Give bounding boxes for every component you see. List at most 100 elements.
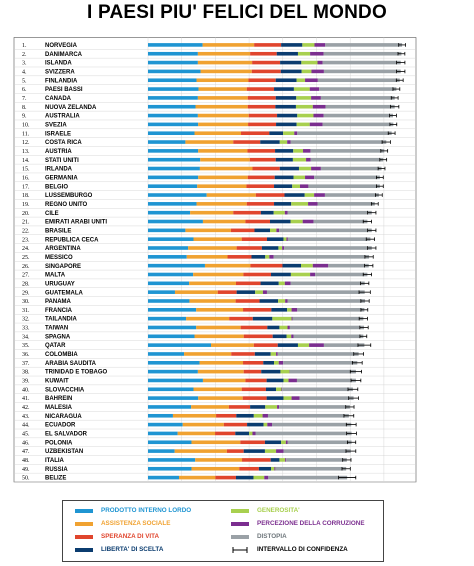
bar-segment-generosity — [287, 308, 292, 312]
bar-segment-corruption — [309, 122, 323, 127]
bar-segment-life — [243, 308, 272, 312]
bar-segment-corruption — [252, 431, 256, 436]
bar-segment-gdp — [148, 193, 207, 197]
confidence-interval — [396, 69, 406, 74]
country-label: SINGAPORE — [45, 264, 81, 270]
bar-segment-dystopia — [266, 290, 365, 294]
bar-segment-freedom — [270, 458, 280, 462]
country-label: TAIWAN — [45, 326, 68, 332]
bar-segment-gdp — [148, 131, 195, 136]
bar-segment-gdp — [148, 113, 198, 118]
bar-segment-dystopia — [315, 272, 368, 277]
rank-label: 39. — [22, 379, 30, 385]
country-labels: 1. NORVEGIA 2. DANIMARCA 3. ISLANDA 4. SVIZZERA… — [22, 43, 108, 482]
bar-segment-generosity — [274, 360, 279, 365]
rank-label: 25. — [22, 255, 30, 261]
bar-segment-life — [240, 325, 268, 330]
country-label: EL SALVADOR — [45, 432, 88, 438]
bar-segment-corruption — [278, 360, 284, 365]
bar-segment-gdp — [148, 210, 191, 215]
bar-segment-corruption — [308, 202, 318, 206]
bar-segment-social — [193, 272, 244, 277]
confidence-interval — [362, 272, 372, 277]
chart-title: I PAESI PIU' FELICI DEL MONDO — [87, 2, 387, 23]
bar-segment-social — [185, 140, 234, 144]
legend-item-corruption: PERCEZIONE DELLA CORRUZIONE — [231, 518, 365, 529]
bar-segment-gdp — [148, 166, 200, 171]
bar-segment-gdp — [148, 69, 201, 74]
legend-item-generosity: GENEROSITA' — [231, 505, 300, 516]
bar-segment-freedom — [236, 413, 254, 418]
bar-segment-generosity — [293, 175, 306, 180]
bar-segment-generosity — [281, 440, 286, 445]
rank-label: 17. — [22, 184, 30, 190]
legend-swatch — [75, 534, 93, 539]
rank-label: 9. — [22, 114, 27, 120]
bar-segment-social — [184, 352, 232, 356]
bar-segment-social — [196, 78, 249, 83]
country-label: REPUBLICA CECA — [45, 237, 99, 243]
bar-segment-life — [229, 316, 253, 321]
country-label: ITALIA — [45, 458, 65, 464]
bar-segment-social — [185, 228, 231, 233]
bar-segment-gdp — [148, 78, 197, 83]
bar-segment-generosity — [298, 166, 312, 171]
rank-label: 7. — [22, 96, 27, 102]
bar-segment-gdp — [148, 237, 194, 241]
country-label: AUSTRALIA — [45, 114, 80, 120]
rank-label: 35. — [22, 343, 30, 349]
country-label: COLOMBIA — [45, 352, 78, 358]
bar-segment-freedom — [274, 184, 293, 188]
bar-segment-social — [179, 475, 216, 480]
grid-layer — [13, 37, 417, 483]
bar-segment-dystopia — [310, 157, 384, 162]
bar-segment-social — [188, 246, 237, 250]
confidence-interval — [395, 78, 404, 83]
bar-segment-dystopia — [287, 299, 366, 303]
bar-segment-generosity — [276, 387, 282, 392]
rank-label: 27. — [22, 273, 30, 279]
legend-swatch — [231, 534, 249, 539]
bar-segment-generosity — [269, 228, 277, 233]
bar-segment-generosity — [270, 352, 277, 356]
bar-segment-life — [252, 166, 280, 171]
confidence-interval — [347, 387, 359, 392]
bar-segment-gdp — [148, 396, 199, 400]
bar-segment-freedom — [277, 113, 298, 118]
country-label: NUOVA ZELANDA — [45, 105, 97, 111]
bar-segment-corruption — [287, 140, 291, 144]
bar-segment-gdp — [148, 466, 192, 471]
bar-segment-gdp — [148, 413, 173, 418]
confidence-interval — [381, 140, 391, 144]
bar-segment-social — [177, 431, 216, 436]
bar-segment-social — [189, 299, 236, 303]
rank-label: 34. — [22, 334, 30, 340]
bar-segment-life — [215, 475, 236, 480]
bar-segment-social — [202, 219, 246, 224]
rank-label: 10. — [22, 122, 30, 128]
bar-segment-social — [191, 405, 229, 409]
bar-segment-life — [231, 352, 255, 356]
bar-segment-dystopia — [290, 281, 365, 286]
rank-label: 36. — [22, 352, 30, 358]
bar-segment-freedom — [250, 405, 266, 409]
country-label: SVIZZERA — [45, 70, 75, 76]
country-label: ISRAELE — [45, 131, 71, 137]
bar-segment-corruption — [284, 281, 291, 286]
country-label: COSTA RICA — [45, 140, 82, 146]
bar-segment-social — [194, 334, 244, 339]
country-label: MALESIA — [45, 405, 73, 411]
country-label: UZBEKISTAN — [45, 449, 83, 455]
bar-segment-freedom — [274, 175, 294, 180]
bar-segment-gdp — [148, 343, 212, 347]
bar-segment-freedom — [265, 387, 277, 392]
bar-segment-social — [199, 166, 253, 171]
bar-segment-dystopia — [310, 149, 385, 153]
confidence-interval — [377, 166, 386, 171]
bar-segment-social — [186, 316, 230, 321]
bar-segment-corruption — [311, 166, 321, 171]
bar-segment-gdp — [148, 290, 175, 294]
bar-segment-social — [172, 413, 217, 418]
bar-segment-gdp — [148, 387, 194, 392]
rank-label: 3. — [22, 61, 27, 67]
